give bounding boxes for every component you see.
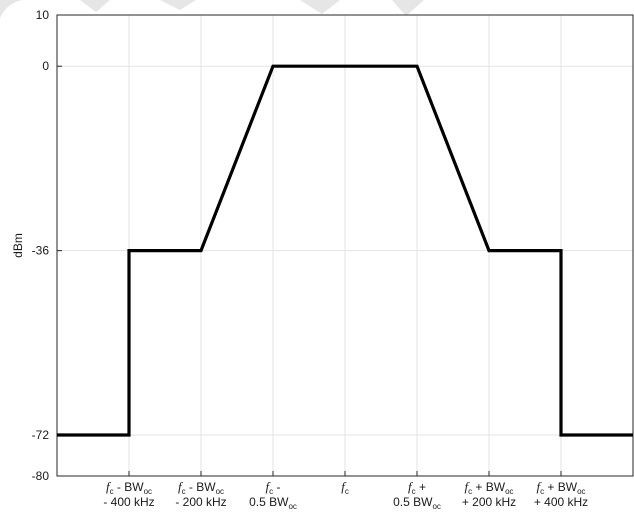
watermark xyxy=(0,0,424,18)
x-tick-label-part: - 400 kHz xyxy=(103,495,154,509)
x-tick-label-part: - 200 kHz xyxy=(175,495,226,509)
x-tick-label: fc - BWoc - 200 kHz xyxy=(175,479,226,509)
grid-lines xyxy=(57,14,633,477)
y-tick-label: 10 xyxy=(36,8,50,22)
x-tick-label-part: + 200 kHz xyxy=(462,495,516,509)
y-tick-label: -36 xyxy=(32,244,50,258)
x-tick-label-part: oc xyxy=(288,502,296,511)
x-tick-label: fc -0.5 BWoc xyxy=(249,479,297,511)
x-tick-label-part: f xyxy=(464,479,470,494)
emission-mask-line xyxy=(57,64,633,437)
x-tick-label-part: f xyxy=(536,479,542,494)
y-tick-label: -80 xyxy=(32,469,50,483)
x-tick-label-part: oc xyxy=(505,487,513,496)
x-tick-label-part: + BW xyxy=(472,480,506,494)
x-tick-label: fc +0.5 BWoc xyxy=(393,479,441,511)
x-tick-label-part: c xyxy=(269,487,273,496)
x-tick-label-part: f xyxy=(106,479,112,494)
y-axis: 10 0 -36 -72 -80 xyxy=(32,8,62,483)
x-tick-label-part: oc xyxy=(216,487,224,496)
x-tick-label-part: c xyxy=(182,487,186,496)
x-tick-label-part: c xyxy=(540,487,544,496)
x-tick-label-part: f xyxy=(178,479,184,494)
x-tick-label-part: f xyxy=(266,479,272,494)
y-tick-label: -72 xyxy=(32,428,50,442)
x-tick-label-part: f xyxy=(341,479,347,494)
x-tick-label-part: c xyxy=(345,487,349,496)
x-tick-label-part: oc xyxy=(577,487,585,496)
x-tick-label-part: - BW xyxy=(114,480,145,494)
y-tick-label: 0 xyxy=(42,59,49,73)
x-tick-label-part: + 400 kHz xyxy=(534,495,588,509)
x-tick-label: fc + BWoc + 400 kHz xyxy=(534,479,588,509)
x-tick-label-part: - BW xyxy=(186,480,217,494)
series-group xyxy=(56,64,634,437)
x-tick-label: fc - BWoc - 400 kHz xyxy=(103,479,154,509)
x-tick-label-part: oc xyxy=(432,502,440,511)
x-tick-label-part: + BW xyxy=(544,480,578,494)
x-tick-label: fc xyxy=(341,479,349,496)
y-axis-label: dBm xyxy=(11,233,25,258)
x-tick-label-part: oc xyxy=(144,487,152,496)
x-tick-label-part: c xyxy=(468,487,472,496)
x-tick-label-part: c xyxy=(110,487,114,496)
x-tick-label-part: 0.5 BW xyxy=(249,495,289,509)
x-tick-label: fc + BWoc + 200 kHz xyxy=(462,479,516,509)
x-tick-label-part: 0.5 BW xyxy=(393,495,433,509)
x-tick-label-part: c xyxy=(412,487,416,496)
x-tick-label-part: + xyxy=(416,480,426,494)
x-tick-label-part: f xyxy=(408,479,414,494)
x-tick-label-part: - xyxy=(273,480,280,494)
